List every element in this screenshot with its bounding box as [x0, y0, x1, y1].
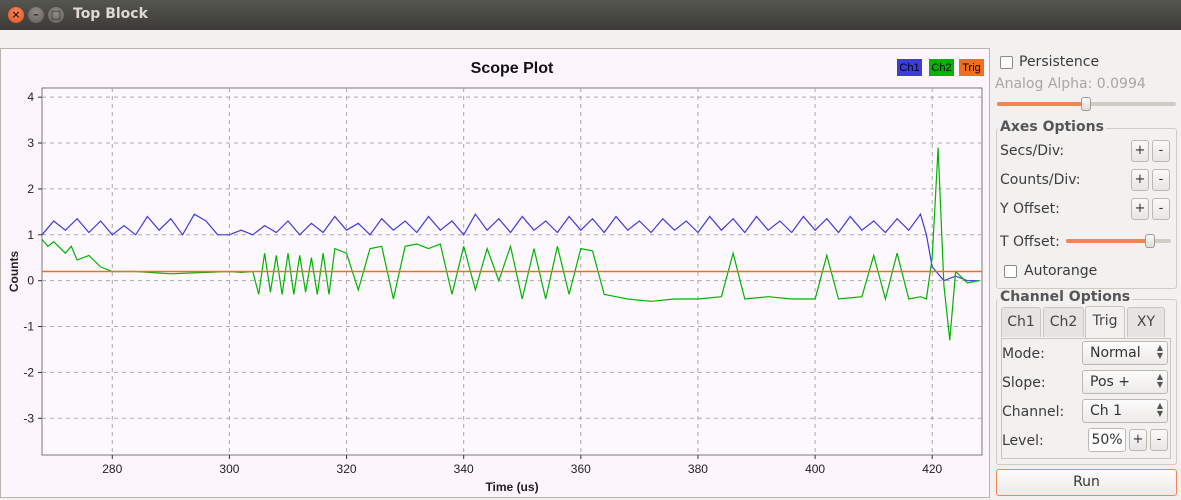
y-tick-label: 1 — [27, 228, 34, 242]
tab-ch1[interactable]: Ch1 — [1001, 307, 1041, 337]
series-line-ch2 — [41, 147, 980, 341]
counts-div-minus-button[interactable]: - — [1152, 169, 1170, 191]
mode-select[interactable]: Normal ▲ ▼ — [1082, 341, 1168, 365]
y-tick-label: -1 — [23, 320, 34, 334]
channel-label: Channel: — [1002, 404, 1065, 420]
scope-plot-panel: 280 300 320 340 360 380 400 420 4 3 2 1 0 -1 -2 -3 Scope… — [0, 48, 990, 498]
legend-label-ch1: Ch1 — [899, 62, 919, 74]
t-offset-slider-knob[interactable] — [1145, 234, 1155, 248]
secs-div-plus-button[interactable]: + — [1131, 140, 1149, 162]
close-icon[interactable]: × — [8, 7, 24, 23]
level-minus-button[interactable]: - — [1150, 429, 1168, 451]
legend-label-ch2: Ch2 — [931, 62, 951, 74]
tab-ch2[interactable]: Ch2 — [1043, 307, 1084, 337]
x-axis-label: Time (us) — [485, 480, 538, 494]
y-tick-label: 0 — [27, 274, 34, 288]
counts-div-plus-button[interactable]: + — [1131, 169, 1149, 191]
x-tick-label: 420 — [922, 462, 942, 476]
tab-trig[interactable]: Trig — [1085, 306, 1125, 338]
secs-div-minus-button[interactable]: - — [1152, 140, 1170, 162]
autorange-checkbox[interactable] — [1004, 265, 1017, 278]
secs-div-label: Secs/Div: — [1000, 143, 1065, 159]
channel-options-title: Channel Options — [998, 289, 1133, 305]
slope-label: Slope: — [1002, 375, 1046, 391]
y-tick-label: 4 — [27, 90, 34, 104]
scope-plot[interactable]: 280 300 320 340 360 380 400 420 4 3 2 1 0 -1 -2 -3 Scope… — [1, 49, 989, 497]
channel-tabs: Ch1 Ch2 Trig XY — [1001, 306, 1173, 339]
window-titlebar: × – □ Top Block — [0, 0, 1181, 30]
trig-tab-body — [1001, 338, 1171, 459]
chart-title: Scope Plot — [471, 60, 554, 77]
maximize-icon[interactable]: □ — [48, 7, 64, 23]
y-offset-label: Y Offset: — [1000, 201, 1060, 217]
mode-label: Mode: — [1002, 346, 1045, 362]
channel-value: Ch 1 — [1090, 403, 1123, 419]
x-tick-label: 380 — [688, 462, 708, 476]
x-tick-label: 400 — [805, 462, 825, 476]
y-offset-minus-button[interactable]: - — [1152, 198, 1170, 220]
spin-arrows-icon: ▲ ▼ — [1156, 401, 1163, 418]
tab-xy[interactable]: XY — [1127, 307, 1165, 337]
minimize-icon[interactable]: – — [28, 7, 44, 23]
level-value: 50% — [1088, 428, 1126, 452]
legend-swatch-ch2 — [929, 59, 954, 76]
spin-arrows-icon: ▲ ▼ — [1156, 372, 1163, 389]
spin-arrows-icon: ▲ ▼ — [1156, 343, 1163, 360]
legend-swatch-ch1 — [897, 59, 922, 76]
channel-select[interactable]: Ch 1 ▲ ▼ — [1082, 399, 1168, 423]
x-tick-label: 340 — [454, 462, 474, 476]
counts-div-label: Counts/Div: — [1000, 172, 1081, 188]
legend-swatch-trig — [959, 59, 984, 76]
y-tick-label: -2 — [23, 365, 34, 379]
persistence-checkbox[interactable] — [1000, 56, 1013, 69]
analog-alpha-label: Analog Alpha: 0.0994 — [995, 76, 1146, 92]
persistence-label: Persistence — [1019, 54, 1100, 70]
x-tick-label: 280 — [102, 462, 122, 476]
x-tick-label: 300 — [219, 462, 239, 476]
control-panel: Persistence Analog Alpha: 0.0994 Axes Op… — [994, 48, 1181, 500]
autorange-label: Autorange — [1024, 263, 1098, 279]
slope-select[interactable]: Pos + ▲ ▼ — [1082, 370, 1168, 394]
x-tick-label: 320 — [337, 462, 357, 476]
window-title: Top Block — [73, 6, 148, 22]
series-line-ch1 — [41, 212, 980, 282]
t-offset-label: T Offset: — [1000, 234, 1060, 250]
slope-value: Pos + — [1090, 374, 1130, 390]
y-axis-label: Counts — [7, 251, 21, 293]
legend-label-trig: Trig — [962, 62, 981, 74]
level-plus-button[interactable]: + — [1129, 429, 1147, 451]
analog-alpha-slider-knob[interactable] — [1080, 97, 1091, 111]
y-tick-label: 2 — [27, 182, 34, 196]
y-tick-label: 3 — [27, 136, 34, 150]
x-tick-label: 360 — [571, 462, 591, 476]
axes-options-title: Axes Options — [998, 119, 1106, 135]
run-button[interactable]: Run — [996, 469, 1177, 496]
y-offset-plus-button[interactable]: + — [1131, 198, 1149, 220]
y-tick-label: -3 — [23, 411, 34, 425]
level-label: Level: — [1002, 433, 1044, 449]
mode-value: Normal — [1090, 345, 1141, 361]
